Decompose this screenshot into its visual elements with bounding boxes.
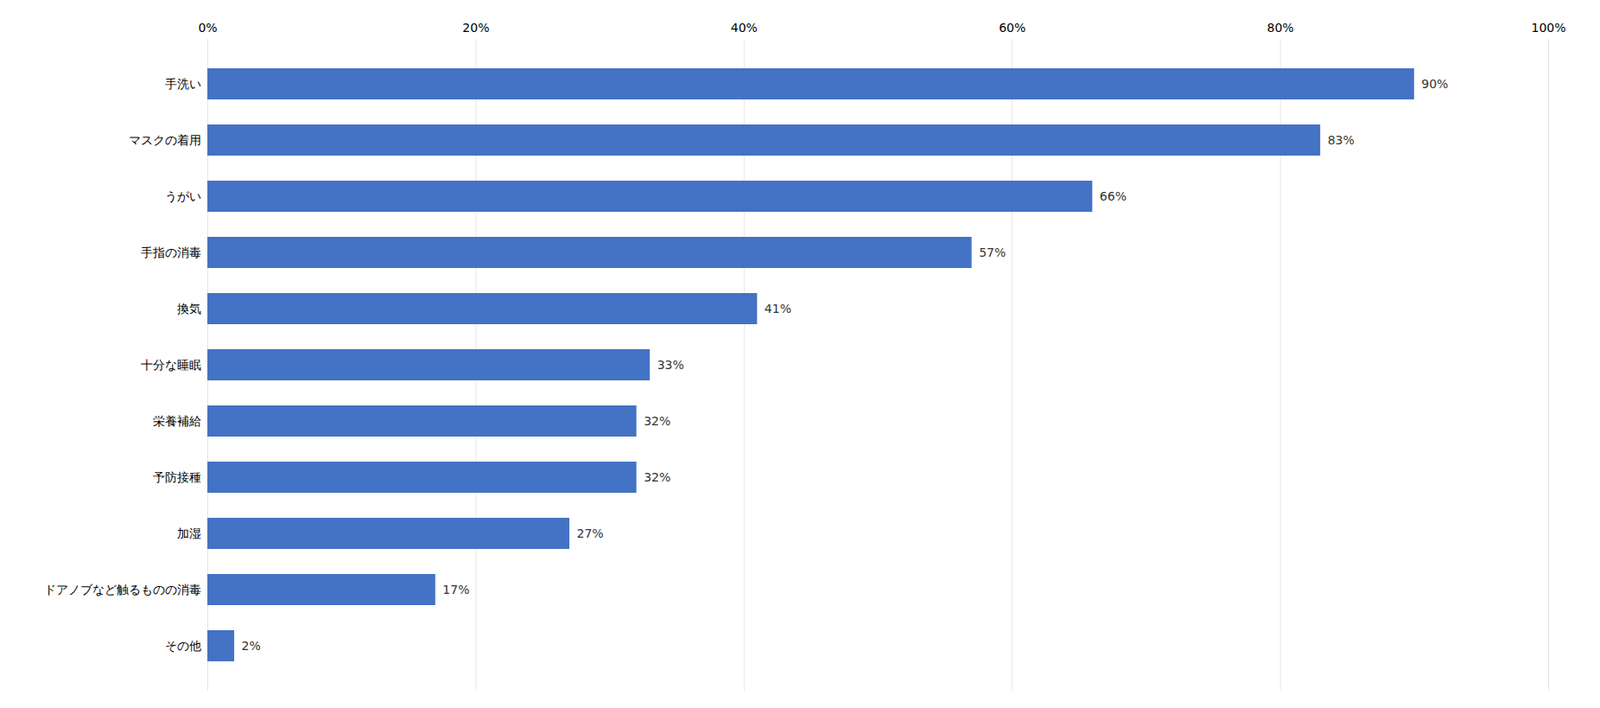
svg-text:加湿: 加湿 bbox=[177, 526, 202, 540]
svg-text:60%: 60% bbox=[998, 20, 1026, 35]
svg-text:手指の消毒: 手指の消毒 bbox=[140, 245, 202, 260]
svg-text:100%: 100% bbox=[1530, 20, 1566, 35]
svg-text:57%: 57% bbox=[978, 245, 1006, 260]
svg-text:予防接種: 予防接種 bbox=[152, 469, 202, 484]
svg-text:32%: 32% bbox=[643, 413, 671, 428]
svg-text:27%: 27% bbox=[577, 526, 604, 540]
svg-text:その他: その他 bbox=[165, 638, 202, 653]
svg-text:83%: 83% bbox=[1327, 133, 1355, 147]
svg-text:換気: 換気 bbox=[177, 301, 202, 316]
svg-text:17%: 17% bbox=[442, 582, 470, 597]
svg-text:ドアノブなど触るものの消毒: ドアノブなど触るものの消毒 bbox=[44, 582, 202, 597]
svg-text:マスクの着用: マスクの着用 bbox=[128, 133, 202, 147]
svg-text:十分な睡眠: 十分な睡眠 bbox=[140, 357, 202, 372]
svg-text:2%: 2% bbox=[241, 638, 261, 653]
svg-text:33%: 33% bbox=[657, 357, 685, 372]
svg-text:うがい: うがい bbox=[165, 189, 202, 204]
svg-text:32%: 32% bbox=[643, 469, 671, 484]
svg-text:80%: 80% bbox=[1267, 20, 1295, 35]
svg-text:90%: 90% bbox=[1421, 76, 1448, 91]
svg-text:66%: 66% bbox=[1099, 189, 1127, 204]
svg-text:0%: 0% bbox=[197, 20, 217, 35]
svg-text:40%: 40% bbox=[730, 20, 758, 35]
svg-text:手洗い: 手洗い bbox=[165, 76, 202, 91]
svg-text:栄養補給: 栄養補給 bbox=[152, 413, 202, 428]
svg-text:20%: 20% bbox=[462, 20, 489, 35]
svg-text:41%: 41% bbox=[764, 301, 792, 316]
